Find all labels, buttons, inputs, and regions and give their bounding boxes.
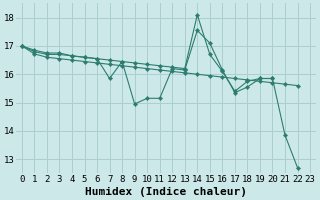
- X-axis label: Humidex (Indice chaleur): Humidex (Indice chaleur): [85, 186, 247, 197]
